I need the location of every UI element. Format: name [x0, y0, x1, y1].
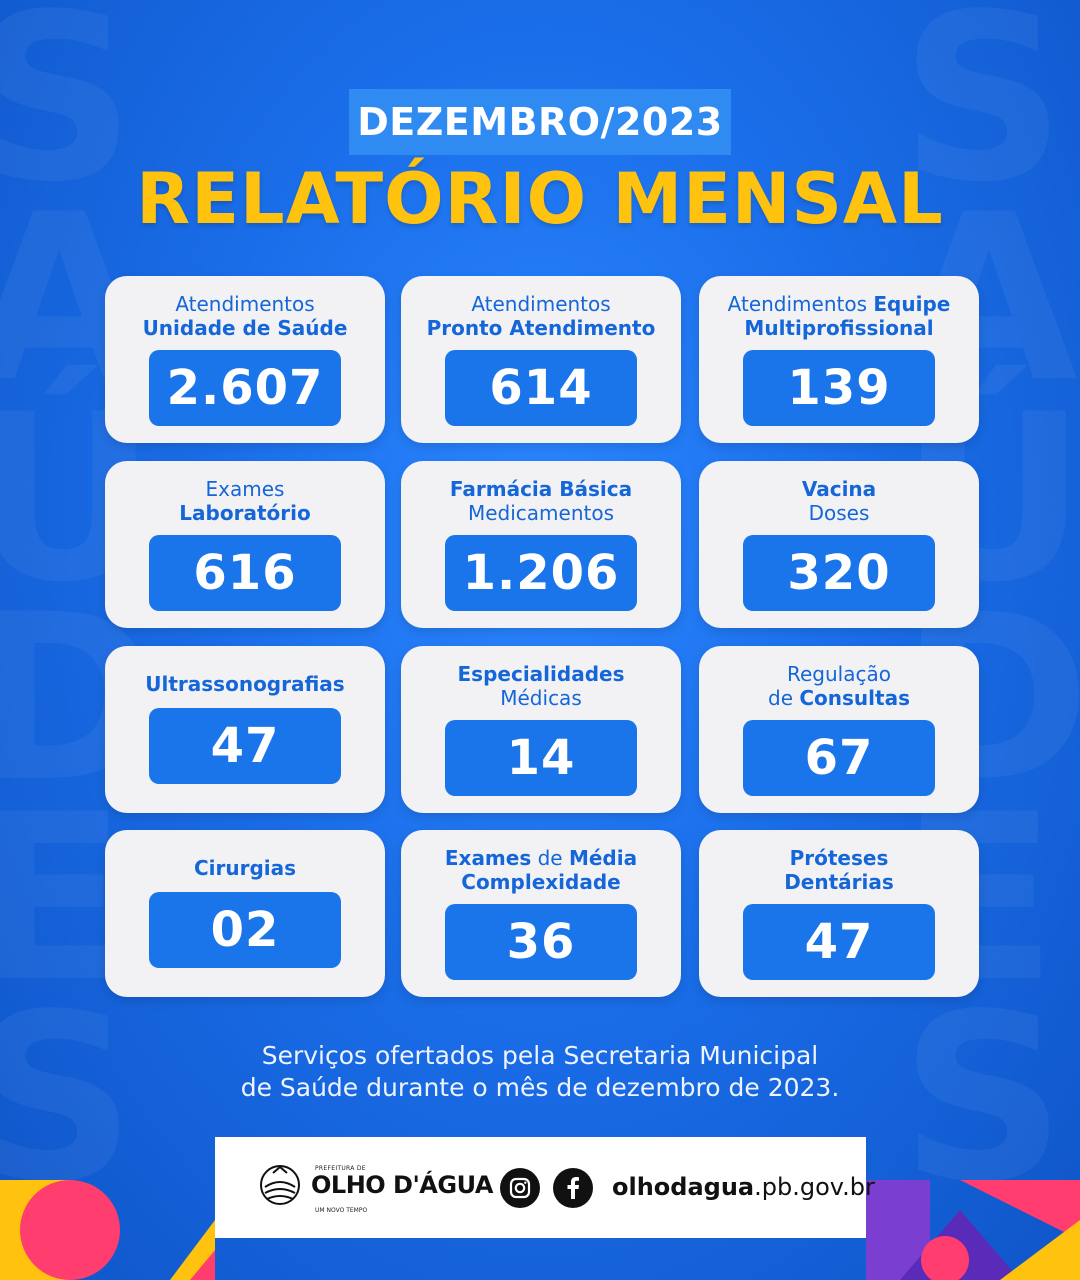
card-label: Atendimentos Unidade de Saúde	[142, 292, 348, 340]
card-value: 47	[149, 708, 341, 784]
card-value: 139	[743, 350, 935, 426]
card-label: Farmácia Básica Medicamentos	[449, 477, 633, 525]
instagram-icon[interactable]	[500, 1168, 540, 1208]
card-exames-laboratorio: Exames Laboratório 616	[105, 461, 385, 628]
card-ultrassonografias: Ultrassonografias 47	[105, 646, 385, 813]
brand-tagline: UM NOVO TEMPO	[315, 1207, 368, 1214]
card-atendimentos-pronto: Atendimentos Pronto Atendimento 614	[401, 276, 681, 443]
card-label: Cirurgias	[193, 856, 297, 880]
card-label: Atendimentos Equipe Multiprofissional	[727, 292, 951, 340]
card-value: 14	[445, 720, 637, 796]
card-vacina: Vacina Doses 320	[699, 461, 979, 628]
card-label: Especialidades Médicas	[457, 662, 625, 710]
card-atendimentos-equipe: Atendimentos Equipe Multiprofissional 13…	[699, 276, 979, 443]
decorative-shapes	[0, 1180, 1080, 1280]
card-label: Regulação de Consultas	[768, 662, 910, 710]
page-title: RELATÓRIO MENSAL	[136, 158, 944, 240]
card-farmacia-basica: Farmácia Básica Medicamentos 1.206	[401, 461, 681, 628]
card-label: Ultrassonografias	[145, 672, 345, 696]
card-regulacao: Regulação de Consultas 67	[699, 646, 979, 813]
card-value: 1.206	[445, 535, 637, 611]
card-especialidades: Especialidades Médicas 14	[401, 646, 681, 813]
card-value: 36	[445, 904, 637, 980]
card-value: 02	[149, 892, 341, 968]
brand-bar: PREFEITURA DE OLHO D'ÁGUA UM NOVO TEMPO …	[215, 1137, 875, 1238]
card-value: 616	[149, 535, 341, 611]
card-value: 2.607	[149, 350, 341, 426]
facebook-icon[interactable]	[553, 1168, 593, 1208]
month-badge: DEZEMBRO/2023	[349, 89, 731, 155]
card-label: Próteses Dentárias	[784, 846, 894, 894]
brand-prefix: PREFEITURA DE	[315, 1165, 366, 1172]
card-atendimentos-unidade: Atendimentos Unidade de Saúde 2.607	[105, 276, 385, 443]
card-label: Exames Laboratório	[179, 477, 311, 525]
footer-description: Serviços ofertados pela Secretaria Munic…	[240, 1041, 840, 1102]
website-link[interactable]: olhodagua.pb.gov.br	[612, 1173, 875, 1201]
card-value: 67	[743, 720, 935, 796]
card-label: Vacina Doses	[801, 477, 877, 525]
card-label: Atendimentos Pronto Atendimento	[426, 292, 656, 340]
card-cirurgias: Cirurgias 02	[105, 830, 385, 997]
card-proteses: Próteses Dentárias 47	[699, 830, 979, 997]
card-value: 320	[743, 535, 935, 611]
brand-name: OLHO D'ÁGUA	[311, 1171, 493, 1199]
card-exames-media: Exames de Média Complexidade 36	[401, 830, 681, 997]
city-logo-icon	[260, 1165, 300, 1205]
card-value: 47	[743, 904, 935, 980]
card-value: 614	[445, 350, 637, 426]
card-label: Exames de Média Complexidade	[444, 846, 638, 894]
